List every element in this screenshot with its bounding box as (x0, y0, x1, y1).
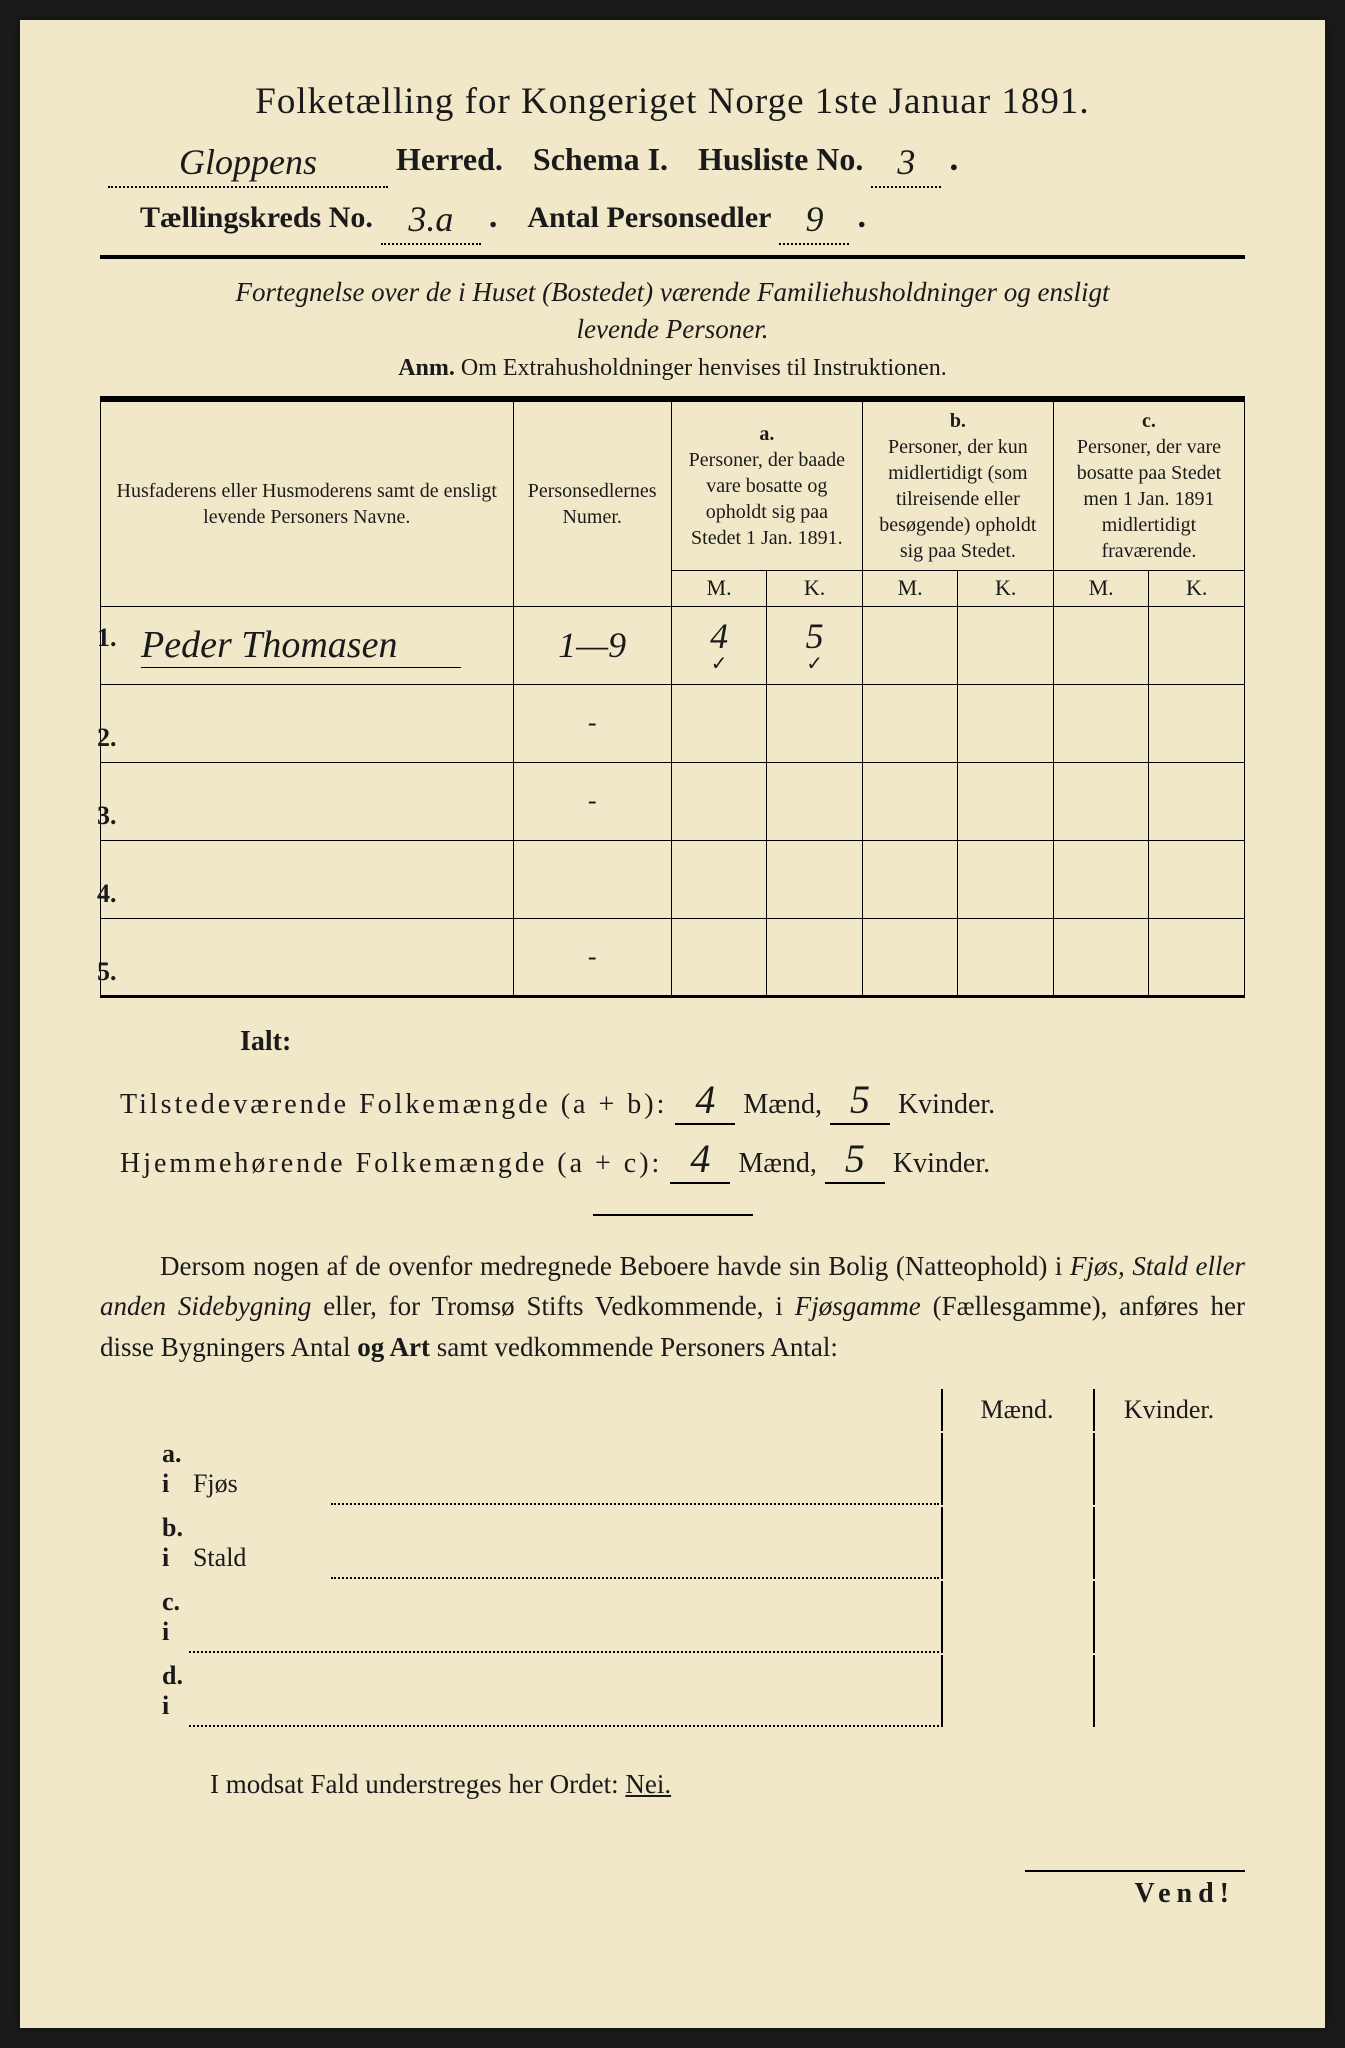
col-a-header: a. Personer, der baade vare bosatte og o… (671, 399, 862, 571)
tot2-k: 5 (825, 1135, 885, 1184)
tot1-m: 4 (675, 1076, 735, 1125)
sub-row: a. i Fjøs (102, 1433, 1243, 1505)
anm-bold: Anm. (398, 355, 455, 381)
a-k-value: 5 (806, 616, 824, 656)
sub-maend-header: Mænd. (941, 1389, 1091, 1431)
header-line-2: Gloppens Herred. Schema I. Husliste No. … (100, 137, 1245, 184)
schema-label: Schema I. (533, 141, 668, 178)
table-row: 4. (101, 840, 1245, 918)
sub-row: b. i Stald (102, 1507, 1243, 1579)
check-icon: ✓ (775, 651, 854, 676)
col-name-header: Husfaderens eller Husmoderens samt de en… (101, 399, 514, 607)
num-value: 1—9 (558, 625, 626, 665)
separator (593, 1214, 753, 1216)
tot1-k: 5 (830, 1076, 890, 1125)
paragraph: Dersom nogen af de ovenfor medregnede Be… (100, 1246, 1245, 1368)
husliste-label: Husliste No. (698, 141, 863, 178)
husliste-field: 3 (871, 141, 941, 188)
c-m-header: M. (1053, 570, 1149, 606)
header-line-3: Tællingskreds No. 3.a . Antal Personsedl… (100, 194, 1245, 241)
table-row: 5. - (101, 918, 1245, 996)
anm-note: Anm. Om Extrahusholdninger henvises til … (100, 355, 1245, 382)
a-k-header: K. (767, 570, 863, 606)
antal-label: Antal Personsedler (527, 201, 771, 235)
a-m-value: 4 (710, 616, 728, 656)
col-num-header: Personsedlernes Numer. (513, 399, 671, 607)
herred-label: Herred. (396, 141, 503, 178)
census-form: Folketælling for Kongeriget Norge 1ste J… (20, 20, 1325, 2028)
table-row: 2. - (101, 684, 1245, 762)
b-m-header: M. (862, 570, 958, 606)
c-k-header: K. (1149, 570, 1245, 606)
modsat-line: I modsat Fald understreges her Ordet: Ne… (210, 1769, 1245, 1800)
page-title: Folketælling for Kongeriget Norge 1ste J… (100, 80, 1245, 123)
table-row: 1. Peder Thomasen 1—9 4 ✓ 5 ✓ (101, 606, 1245, 684)
sub-table: Mænd. Kvinder. a. i Fjøs b. i Stald c. i… (100, 1387, 1245, 1729)
main-table: Husfaderens eller Husmoderens samt de en… (100, 396, 1245, 998)
row-num: 1. (97, 623, 117, 653)
tot2-m: 4 (670, 1135, 730, 1184)
herred-field: Gloppens (108, 141, 388, 188)
kreds-field: 3.a (381, 198, 481, 245)
total-resident: Hjemmehørende Folkemængde (a + c): 4 Mæn… (120, 1135, 1245, 1184)
vend-divider (1025, 1870, 1245, 1872)
antal-field: 9 (779, 198, 849, 245)
a-m-header: M. (671, 570, 767, 606)
check-icon: ✓ (680, 651, 759, 676)
vend-label: Vend! (100, 1878, 1245, 1910)
sub-row: d. i (102, 1655, 1243, 1727)
name-value: Peder Thomasen (141, 623, 461, 668)
b-k-header: K. (958, 570, 1054, 606)
divider (100, 255, 1245, 259)
subtitle-2: levende Personer. (100, 314, 1245, 345)
table-row: 3. - (101, 762, 1245, 840)
anm-text: Om Extrahusholdninger henvises til Instr… (461, 355, 947, 381)
kreds-label: Tællingskreds No. (140, 201, 373, 235)
total-present: Tilstedeværende Folkemængde (a + b): 4 M… (120, 1076, 1245, 1125)
col-b-header: b. Personer, der kun midlertidigt (som t… (862, 399, 1053, 571)
sub-kvinder-header: Kvinder. (1093, 1389, 1243, 1431)
ialt-label: Ialt: (240, 1026, 1245, 1058)
sub-row: c. i (102, 1581, 1243, 1653)
subtitle-1: Fortegnelse over de i Huset (Bostedet) v… (100, 277, 1245, 308)
col-c-header: c. Personer, der vare bosatte paa Stedet… (1053, 399, 1244, 571)
